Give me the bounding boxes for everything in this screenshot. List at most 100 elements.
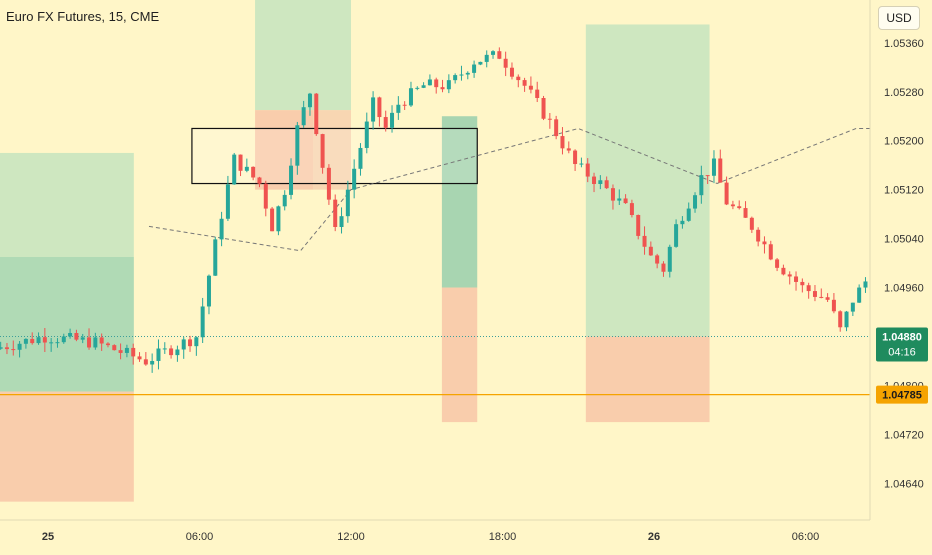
candle-body (554, 119, 559, 137)
candle (737, 200, 742, 210)
candle (11, 340, 16, 356)
candle (143, 352, 148, 366)
candle-body (4, 347, 9, 350)
candle-body (674, 224, 679, 247)
candle (838, 310, 843, 332)
candle (528, 76, 533, 94)
currency-button[interactable]: USD (878, 6, 920, 30)
candle (276, 205, 281, 236)
candle (188, 335, 193, 352)
time-tick-label: 25 (42, 531, 54, 543)
right-target-zone (585, 24, 710, 337)
candle (263, 180, 268, 217)
candle-body (188, 339, 193, 347)
price-tick-label: 1.05120 (884, 185, 924, 197)
candle (718, 149, 723, 183)
candle (579, 157, 584, 168)
candle-body (800, 281, 805, 286)
price-tick-label: 1.04640 (884, 478, 924, 490)
candle-body (0, 347, 3, 349)
candle (775, 257, 780, 272)
candle (573, 149, 578, 171)
candle (200, 297, 205, 344)
candle (547, 112, 552, 129)
candle (509, 62, 514, 80)
candle (674, 219, 679, 248)
candle (301, 100, 306, 128)
price-axis[interactable]: 1.05360 1.05280 1.05200 1.05120 1.05040 1.049… (869, 0, 932, 550)
candle (800, 278, 805, 293)
candle (364, 112, 369, 154)
candle (30, 332, 35, 345)
candle-body (749, 217, 754, 230)
candle (390, 105, 395, 133)
mid-stop-zone (441, 287, 478, 423)
candle-body (472, 64, 477, 73)
candle (270, 206, 275, 232)
level-price-badge (876, 385, 928, 404)
time-axis[interactable]: 2506:0012:0018:002606:0012:0018:002706:0… (0, 519, 932, 550)
candle (617, 189, 622, 205)
candle-body (415, 87, 420, 89)
candle-body (478, 61, 483, 65)
candle-body (213, 239, 218, 276)
candle (465, 71, 470, 80)
candle (36, 332, 41, 345)
candle (352, 159, 357, 199)
candle (320, 133, 325, 174)
candle (206, 274, 211, 315)
candle-body (301, 107, 306, 126)
candle-body (762, 241, 767, 245)
candle (768, 240, 773, 261)
candle (648, 241, 653, 256)
candle (408, 81, 413, 107)
candle-body (150, 360, 155, 365)
candle-body (30, 338, 35, 344)
candle-body (74, 332, 79, 340)
candle (478, 61, 483, 66)
candle-body (648, 246, 653, 256)
candle-body (440, 87, 445, 90)
candle-body (693, 195, 698, 209)
candle-body (156, 348, 161, 361)
candle-body (642, 235, 647, 247)
candle-body (686, 208, 691, 221)
candle-body (711, 158, 716, 176)
candle-body (850, 302, 855, 312)
candle (819, 288, 824, 299)
candle-body (491, 51, 496, 55)
candle-body (465, 72, 470, 75)
candle (566, 141, 571, 154)
candle (244, 158, 249, 173)
candle (93, 332, 98, 350)
candle (844, 310, 849, 332)
candle-body (768, 244, 773, 260)
candle (711, 150, 716, 184)
time-tick-label: 18:00 (489, 531, 517, 543)
candle (787, 271, 792, 285)
candle-body (547, 118, 552, 120)
candle-body (23, 338, 28, 344)
candle (661, 261, 666, 277)
candle-body (408, 88, 413, 106)
candle (42, 327, 47, 353)
candle (4, 342, 9, 355)
candle-body (806, 285, 811, 292)
candle (181, 336, 186, 359)
candle (402, 101, 407, 111)
candle-body (636, 215, 641, 236)
candle-body (80, 337, 85, 340)
candle (730, 200, 735, 210)
time-tick-label: 12:00 (337, 531, 365, 543)
candle (762, 236, 767, 254)
candle-body (427, 79, 432, 86)
candle (105, 342, 110, 348)
candle-body (629, 203, 634, 216)
candle (326, 164, 331, 205)
candle (175, 345, 180, 362)
price-tick-label: 1.05360 (884, 38, 924, 50)
position-zones (0, 0, 710, 502)
candle (629, 199, 634, 218)
